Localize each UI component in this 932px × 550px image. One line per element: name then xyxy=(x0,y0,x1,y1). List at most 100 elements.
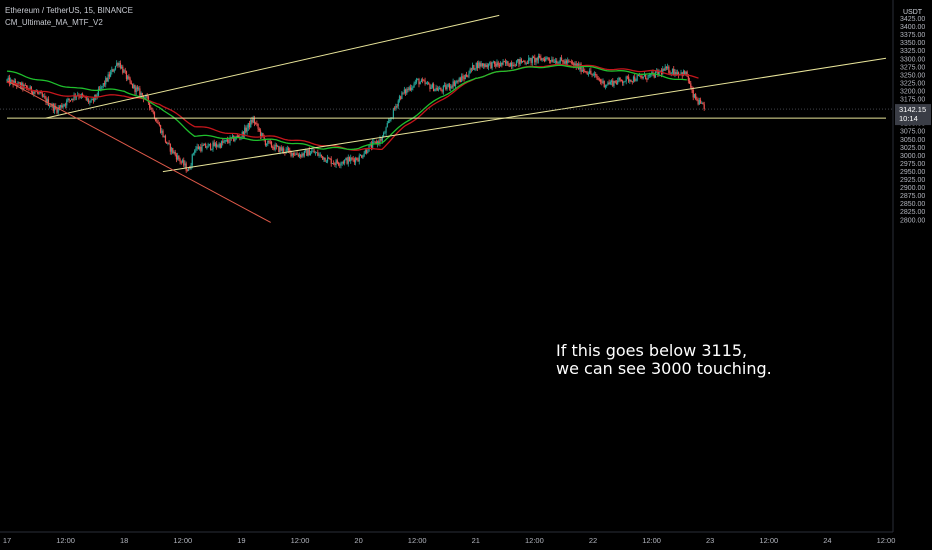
candle-body xyxy=(473,65,475,70)
y-tick-label: 3200.00 xyxy=(900,88,925,95)
candle-body xyxy=(294,154,296,156)
candle-body xyxy=(67,98,69,101)
candle-body xyxy=(168,142,170,144)
candle-body xyxy=(703,104,705,110)
candle-body xyxy=(112,69,114,72)
candle-body xyxy=(88,99,90,103)
candle-body xyxy=(252,118,254,123)
candle-body xyxy=(253,118,256,124)
candle-body xyxy=(387,121,390,124)
candle-body xyxy=(495,63,497,67)
candle-body xyxy=(695,94,697,99)
candle-body xyxy=(337,163,340,165)
candle-body xyxy=(348,157,351,162)
candle-body xyxy=(297,154,299,157)
candle-body xyxy=(582,69,585,71)
candle-body xyxy=(696,98,698,101)
trendline-red-3 xyxy=(6,80,271,223)
x-tick-label: 12:00 xyxy=(56,536,75,545)
candle-body xyxy=(409,87,412,90)
candle-body xyxy=(441,90,443,92)
candle-body xyxy=(184,163,186,166)
candle-body xyxy=(197,146,199,150)
candle-body xyxy=(353,159,355,163)
candle-body xyxy=(539,55,541,58)
candle-body xyxy=(609,82,611,85)
candle-body xyxy=(224,140,226,142)
candle-body xyxy=(46,99,48,103)
candle-body xyxy=(587,73,590,75)
x-tick-label: 12:00 xyxy=(408,536,427,545)
candle-body xyxy=(423,80,425,82)
candle-body xyxy=(481,63,483,66)
x-tick-label: 12:00 xyxy=(877,536,896,545)
candle-body xyxy=(617,80,619,84)
candle-body xyxy=(300,154,302,157)
candle-body xyxy=(68,98,70,101)
candle-body xyxy=(551,59,553,62)
candle-body xyxy=(620,79,622,82)
x-tick-label: 20 xyxy=(354,536,362,545)
candle-body xyxy=(693,94,696,98)
candle-body xyxy=(426,82,429,84)
candle-body xyxy=(255,123,257,124)
ma-slow-line xyxy=(6,63,699,151)
candle-body xyxy=(508,65,510,67)
candle-body xyxy=(418,79,420,85)
candle-body xyxy=(433,84,435,92)
candle-body xyxy=(268,140,270,142)
candle-body xyxy=(524,61,526,64)
candle-body xyxy=(206,147,208,149)
candle-body xyxy=(562,60,564,62)
candle-body xyxy=(637,75,639,77)
candle-body xyxy=(173,151,175,153)
candle-body xyxy=(643,74,646,77)
candle-body xyxy=(189,168,191,170)
trendline-yellow-0 xyxy=(45,14,500,119)
candle-body xyxy=(151,107,153,112)
candle-body xyxy=(484,63,486,67)
candle-body xyxy=(535,58,537,63)
candle-body xyxy=(73,94,75,100)
candle-body xyxy=(167,142,169,144)
candle-body xyxy=(595,74,597,76)
candle-body xyxy=(378,141,380,144)
candle-body xyxy=(251,119,253,123)
candle-body xyxy=(642,76,644,79)
candle-body xyxy=(468,73,470,77)
candle-body xyxy=(183,160,185,166)
candle-body xyxy=(225,139,227,141)
price-tag-countdown: 10:14 xyxy=(899,114,918,123)
x-tick-label: 23 xyxy=(706,536,714,545)
candle-body xyxy=(344,159,346,164)
candle-body xyxy=(500,62,502,67)
candle-body xyxy=(451,86,453,88)
candle-body xyxy=(545,57,547,62)
candle-body xyxy=(50,105,52,107)
candle-body xyxy=(42,96,45,98)
candle-body xyxy=(60,105,62,108)
candle-body xyxy=(122,66,124,73)
candle-body xyxy=(341,162,343,164)
candle-body xyxy=(323,157,325,160)
candle-body xyxy=(417,79,419,80)
candle-body xyxy=(648,74,650,76)
candle-body xyxy=(329,158,331,160)
annotation-line-2: we can see 3000 touching. xyxy=(556,359,772,378)
candle-body xyxy=(257,123,259,129)
candle-body xyxy=(517,58,519,62)
candle-body xyxy=(84,96,86,98)
candle-body xyxy=(698,99,700,105)
candle-body xyxy=(674,72,676,75)
candle-body xyxy=(101,86,103,88)
candle-body xyxy=(229,137,231,143)
candle-body xyxy=(413,83,415,87)
candle-body xyxy=(269,141,271,143)
candle-body xyxy=(568,60,570,62)
candle-body xyxy=(453,81,455,86)
candle-body xyxy=(542,58,544,60)
candle-body xyxy=(690,83,692,88)
candle-body xyxy=(559,57,561,62)
